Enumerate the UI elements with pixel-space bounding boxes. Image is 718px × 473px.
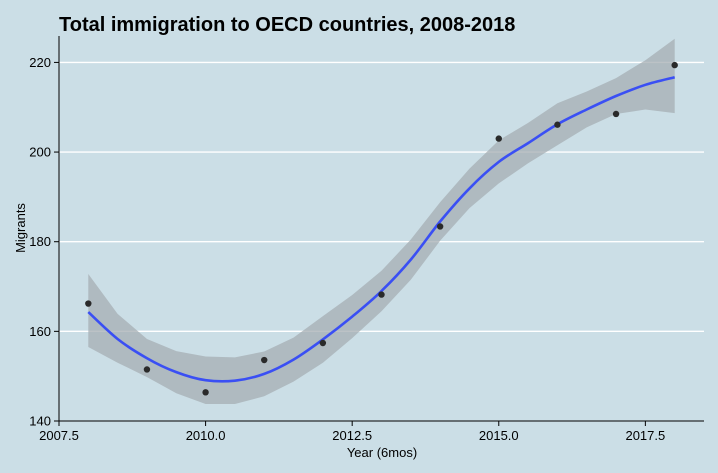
x-tick-label-3: 2015.0: [479, 428, 519, 443]
data-point-5: [378, 291, 385, 298]
data-point-2: [202, 389, 209, 396]
x-tick-label-4: 2017.5: [625, 428, 665, 443]
x-tick-label-2: 2012.5: [332, 428, 372, 443]
smooth-line: [87, 75, 676, 383]
chart-title: Total immigration to OECD countries, 200…: [59, 14, 516, 36]
data-point-9: [612, 110, 620, 118]
y-axis-title: Migrants: [13, 203, 28, 253]
data-point-0: [85, 300, 92, 307]
data-points: [85, 61, 678, 396]
y-tick-label-2: 180: [29, 234, 51, 249]
data-point-3: [261, 356, 268, 364]
loess-line: [87, 75, 676, 383]
data-point-4: [319, 339, 327, 347]
y-tick-label-0: 140: [29, 414, 51, 429]
axes: 140 160 180 200 220 2007.5 2010.0 2012.5 2015.0 2…: [29, 36, 704, 443]
data-point-1: [143, 366, 151, 373]
data-point-7: [495, 135, 502, 142]
x-axis-title: Year (6mos): [347, 445, 417, 460]
grid-lines: [59, 61, 704, 333]
y-tick-label-4: 220: [29, 55, 51, 70]
confidence-ribbon: [88, 38, 675, 404]
x-tick-label-0: 2007.5: [39, 428, 79, 443]
y-tick-label-1: 160: [29, 324, 51, 339]
x-tick-label-1: 2010.0: [186, 428, 226, 443]
y-tick-label-3: 200: [29, 145, 51, 160]
confidence-band: [88, 38, 675, 404]
data-point-8: [554, 121, 561, 128]
data-point-6: [436, 223, 444, 230]
data-point-10: [671, 61, 678, 69]
